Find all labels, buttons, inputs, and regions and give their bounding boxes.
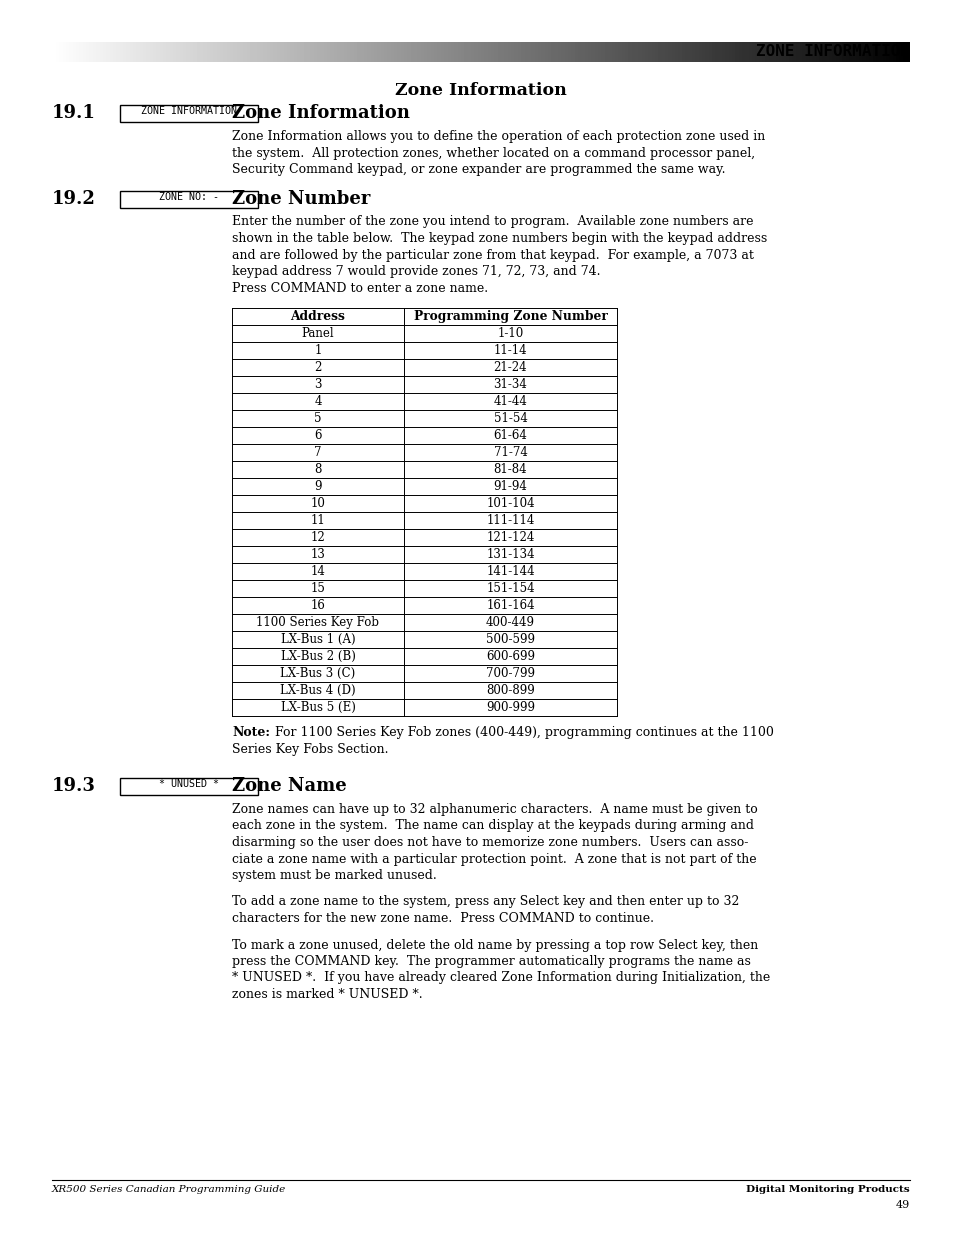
Text: * UNUSED *: * UNUSED * xyxy=(159,779,219,789)
Text: 11: 11 xyxy=(311,514,325,527)
Bar xyxy=(120,778,257,795)
Text: LX-Bus 5 (E): LX-Bus 5 (E) xyxy=(280,701,355,714)
Text: each zone in the system.  The name can display at the keypads during arming and: each zone in the system. The name can di… xyxy=(232,820,753,832)
Text: 101-104: 101-104 xyxy=(486,496,535,510)
Text: 19.1: 19.1 xyxy=(52,104,95,122)
Text: 8: 8 xyxy=(314,463,321,475)
Text: 1100 Series Key Fob: 1100 Series Key Fob xyxy=(256,616,379,629)
Text: 161-164: 161-164 xyxy=(486,599,535,613)
Text: 5: 5 xyxy=(314,412,321,425)
Bar xyxy=(120,190,257,207)
Text: Zone Information: Zone Information xyxy=(232,104,410,122)
Text: Digital Monitoring Products: Digital Monitoring Products xyxy=(745,1186,909,1194)
Text: the system.  All protection zones, whether located on a command processor panel,: the system. All protection zones, whethe… xyxy=(232,147,755,159)
Text: Address: Address xyxy=(291,310,345,324)
Text: 41-44: 41-44 xyxy=(493,395,527,408)
Text: ZONE NO: -: ZONE NO: - xyxy=(159,191,219,201)
Text: 19.2: 19.2 xyxy=(52,189,95,207)
Text: Zone Name: Zone Name xyxy=(232,777,346,795)
Text: ciate a zone name with a particular protection point.  A zone that is not part o: ciate a zone name with a particular prot… xyxy=(232,852,756,866)
Text: 3: 3 xyxy=(314,378,321,391)
Bar xyxy=(120,105,257,122)
Text: Press COMMAND to enter a zone name.: Press COMMAND to enter a zone name. xyxy=(232,282,488,294)
Text: ZONE INFORMATION: ZONE INFORMATION xyxy=(755,44,909,59)
Text: LX-Bus 4 (D): LX-Bus 4 (D) xyxy=(280,684,355,697)
Text: 10: 10 xyxy=(311,496,325,510)
Text: 19.3: 19.3 xyxy=(52,777,95,795)
Text: 6: 6 xyxy=(314,429,321,442)
Text: 31-34: 31-34 xyxy=(493,378,527,391)
Text: * UNUSED *.  If you have already cleared Zone Information during Initialization,: * UNUSED *. If you have already cleared … xyxy=(232,972,769,984)
Text: zones is marked * UNUSED *.: zones is marked * UNUSED *. xyxy=(232,988,422,1002)
Text: XR500 Series Canadian Programming Guide: XR500 Series Canadian Programming Guide xyxy=(52,1186,286,1194)
Text: To add a zone name to the system, press any Select key and then enter up to 32: To add a zone name to the system, press … xyxy=(232,895,739,909)
Text: 12: 12 xyxy=(311,531,325,543)
Text: LX-Bus 2 (B): LX-Bus 2 (B) xyxy=(280,650,355,663)
Text: shown in the table below.  The keypad zone numbers begin with the keypad address: shown in the table below. The keypad zon… xyxy=(232,232,766,245)
Text: 1: 1 xyxy=(314,345,321,357)
Text: 131-134: 131-134 xyxy=(486,548,535,561)
Text: 61-64: 61-64 xyxy=(493,429,527,442)
Text: 121-124: 121-124 xyxy=(486,531,534,543)
Text: 1-10: 1-10 xyxy=(497,327,523,340)
Text: and are followed by the particular zone from that keypad.  For example, a 7073 a: and are followed by the particular zone … xyxy=(232,248,753,262)
Text: Zone names can have up to 32 alphanumeric characters.  A name must be given to: Zone names can have up to 32 alphanumeri… xyxy=(232,803,757,816)
Text: To mark a zone unused, delete the old name by pressing a top row Select key, the: To mark a zone unused, delete the old na… xyxy=(232,939,758,951)
Text: 2: 2 xyxy=(314,361,321,374)
Text: 49: 49 xyxy=(895,1200,909,1210)
Text: disarming so the user does not have to memorize zone numbers.  Users can asso-: disarming so the user does not have to m… xyxy=(232,836,747,848)
Text: 600-699: 600-699 xyxy=(485,650,535,663)
Text: 4: 4 xyxy=(314,395,321,408)
Text: For 1100 Series Key Fob zones (400-449), programming continues at the 1100: For 1100 Series Key Fob zones (400-449),… xyxy=(267,726,773,739)
Text: Note:: Note: xyxy=(232,726,270,739)
Text: 91-94: 91-94 xyxy=(493,480,527,493)
Text: 800-899: 800-899 xyxy=(486,684,535,697)
Text: 21-24: 21-24 xyxy=(493,361,527,374)
Text: 81-84: 81-84 xyxy=(493,463,527,475)
Text: LX-Bus 3 (C): LX-Bus 3 (C) xyxy=(280,667,355,680)
Text: characters for the new zone name.  Press COMMAND to continue.: characters for the new zone name. Press … xyxy=(232,911,654,925)
Text: 400-449: 400-449 xyxy=(485,616,535,629)
Text: Zone Information allows you to define the operation of each protection zone used: Zone Information allows you to define th… xyxy=(232,130,764,143)
Text: Zone Information: Zone Information xyxy=(395,82,566,99)
Text: 71-74: 71-74 xyxy=(493,446,527,459)
Text: 51-54: 51-54 xyxy=(493,412,527,425)
Text: 111-114: 111-114 xyxy=(486,514,534,527)
Text: Zone Number: Zone Number xyxy=(232,189,370,207)
Text: 9: 9 xyxy=(314,480,321,493)
Text: 14: 14 xyxy=(311,564,325,578)
Text: 900-999: 900-999 xyxy=(485,701,535,714)
Text: 500-599: 500-599 xyxy=(485,634,535,646)
Text: 7: 7 xyxy=(314,446,321,459)
Text: Security Command keypad, or zone expander are programmed the same way.: Security Command keypad, or zone expande… xyxy=(232,163,724,177)
Text: Panel: Panel xyxy=(301,327,334,340)
Text: system must be marked unused.: system must be marked unused. xyxy=(232,869,436,882)
Text: press the COMMAND key.  The programmer automatically programs the name as: press the COMMAND key. The programmer au… xyxy=(232,955,750,968)
Text: 11-14: 11-14 xyxy=(493,345,527,357)
Text: 13: 13 xyxy=(311,548,325,561)
Text: Programming Zone Number: Programming Zone Number xyxy=(414,310,607,324)
Text: ZONE INFORMATION: ZONE INFORMATION xyxy=(141,106,236,116)
Text: 700-799: 700-799 xyxy=(485,667,535,680)
Text: 15: 15 xyxy=(311,582,325,595)
Text: 141-144: 141-144 xyxy=(486,564,535,578)
Text: LX-Bus 1 (A): LX-Bus 1 (A) xyxy=(280,634,355,646)
Text: 16: 16 xyxy=(311,599,325,613)
Text: keypad address 7 would provide zones 71, 72, 73, and 74.: keypad address 7 would provide zones 71,… xyxy=(232,266,599,278)
Text: Series Key Fobs Section.: Series Key Fobs Section. xyxy=(232,742,388,756)
Text: Enter the number of the zone you intend to program.  Available zone numbers are: Enter the number of the zone you intend … xyxy=(232,215,753,228)
Text: 151-154: 151-154 xyxy=(486,582,535,595)
